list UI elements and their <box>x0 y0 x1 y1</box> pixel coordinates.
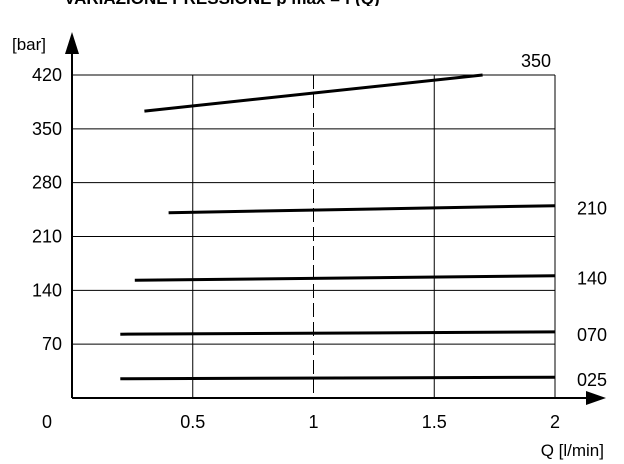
x-tick-label: 1 <box>308 412 318 432</box>
series-label-025: 025 <box>577 370 607 390</box>
series-label-070: 070 <box>577 325 607 345</box>
chart-title: VARIAZIONE PRESSIONE p max = f (Q) <box>64 0 380 8</box>
x-tick-labels: 0.5 1 1.5 2 <box>180 412 560 432</box>
series-line-025 <box>120 375 556 381</box>
x-axis-label: Q [l/min] <box>541 441 604 460</box>
series-labels: 350 210 140 070 025 <box>521 51 607 390</box>
series-line-140 <box>134 274 556 282</box>
y-axis-arrow <box>65 32 79 54</box>
y-tick-labels: 70 140 210 280 350 420 <box>32 65 62 354</box>
series-line-070 <box>120 330 556 336</box>
series-line-350 <box>144 73 483 113</box>
y-axis-label: [bar] <box>12 35 46 54</box>
series-line-210 <box>168 204 556 215</box>
y-tick-label: 140 <box>32 280 62 300</box>
x-tick-label: 0.5 <box>180 412 205 432</box>
series-label-210: 210 <box>577 199 607 219</box>
origin-label: 0 <box>42 412 52 432</box>
y-tick-label: 280 <box>32 173 62 193</box>
series-label-350: 350 <box>521 51 551 71</box>
axes <box>65 32 606 405</box>
x-tick-label: 1.5 <box>422 412 447 432</box>
y-tick-label: 420 <box>32 65 62 85</box>
y-tick-label: 350 <box>32 119 62 139</box>
x-tick-label: 2 <box>550 412 560 432</box>
y-tick-label: 210 <box>32 227 62 247</box>
series-lines <box>120 73 556 381</box>
x-axis-arrow <box>586 391 606 405</box>
series-label-140: 140 <box>577 269 607 289</box>
y-tick-label: 70 <box>42 334 62 354</box>
